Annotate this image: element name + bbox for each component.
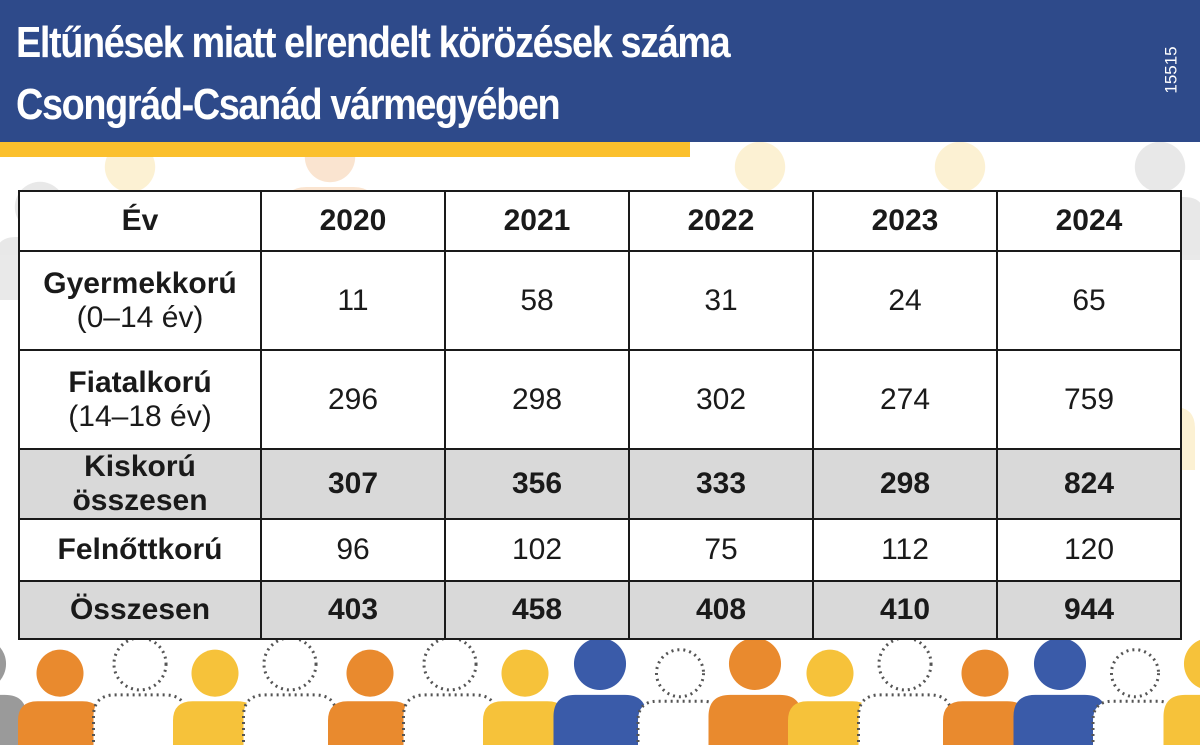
table-cell: 96	[260, 518, 446, 582]
table-cell: 307	[260, 448, 446, 520]
title-underline-bar	[0, 142, 690, 157]
row-label-grand-total: Összesen	[18, 580, 262, 640]
table-cell: 759	[996, 349, 1182, 450]
row-label-minors-total: Kiskorú összesen	[18, 448, 262, 520]
table-cell: 75	[628, 518, 814, 582]
person-silhouette	[328, 649, 412, 745]
table-row-minors-total: Kiskorú összesen 307 356 333 298 824	[18, 448, 1182, 520]
person-silhouette	[483, 649, 567, 745]
row-label-juveniles: Fiatalkorú (14–18 év)	[18, 349, 262, 450]
table-cell: 356	[444, 448, 630, 520]
person-silhouette	[402, 636, 498, 745]
person-silhouette	[1013, 637, 1107, 745]
table-cell: 65	[996, 250, 1182, 351]
person-silhouette	[636, 648, 724, 745]
table-cell: 112	[812, 518, 998, 582]
table-cell: 24	[812, 250, 998, 351]
column-header-2021: 2021	[444, 190, 630, 252]
person-silhouette	[788, 649, 872, 745]
person-silhouette	[18, 649, 102, 745]
column-header-2023: 2023	[812, 190, 998, 252]
table-cell: 11	[260, 250, 446, 351]
table-row-children: Gyermekkorú (0–14 év) 11 58 31 24 65	[18, 250, 1182, 351]
table-row-adults: Felnőttkorú 96 102 75 112 120	[18, 518, 1182, 582]
table-cell: 31	[628, 250, 814, 351]
title-banner: Eltűnések miatt elrendelt körözések szám…	[0, 0, 1200, 142]
chart-title-line-2: Csongrád-Csanád vármegyében	[16, 80, 561, 129]
person-silhouette	[92, 636, 188, 745]
person-silhouette	[1091, 648, 1179, 745]
person-silhouette	[553, 637, 647, 745]
data-table: Év 2020 2021 2022 2023 2024 Gyermekkorú …	[18, 190, 1182, 640]
table-cell: 408	[628, 580, 814, 640]
table-cell: 458	[444, 580, 630, 640]
chart-title-line-1: Eltűnések miatt elrendelt körözések szám…	[16, 18, 731, 67]
column-header-2020: 2020	[260, 190, 446, 252]
data-table-container: Év 2020 2021 2022 2023 2024 Gyermekkorú …	[18, 190, 1182, 640]
table-cell: 410	[812, 580, 998, 640]
column-header-year: Év	[18, 190, 262, 252]
table-cell: 58	[444, 250, 630, 351]
row-label-children-main: Gyermekkorú	[43, 266, 237, 300]
person-silhouette	[242, 636, 338, 745]
table-cell: 298	[444, 349, 630, 450]
table-cell: 298	[812, 448, 998, 520]
person-silhouette	[708, 637, 802, 745]
row-label-juveniles-main: Fiatalkorú	[68, 365, 212, 399]
row-label-juveniles-age: (14–18 év)	[68, 399, 212, 433]
header-row: Év 2020 2021 2022 2023 2024	[18, 190, 1182, 252]
column-header-2024: 2024	[996, 190, 1182, 252]
table-cell: 403	[260, 580, 446, 640]
person-silhouette	[173, 649, 257, 745]
column-header-2022: 2022	[628, 190, 814, 252]
table-cell: 824	[996, 448, 1182, 520]
table-cell: 102	[444, 518, 630, 582]
table-cell: 302	[628, 349, 814, 450]
person-silhouette	[857, 636, 953, 745]
table-cell: 333	[628, 448, 814, 520]
graphic-id-code: 15515	[1161, 46, 1181, 94]
table-cell: 120	[996, 518, 1182, 582]
table-row-grand-total: Összesen 403 458 408 410 944	[18, 580, 1182, 640]
table-cell: 944	[996, 580, 1182, 640]
table-row-juveniles: Fiatalkorú (14–18 év) 296 298 302 274 75…	[18, 349, 1182, 450]
table-cell: 296	[260, 349, 446, 450]
person-silhouette	[1163, 639, 1200, 745]
table-cell: 274	[812, 349, 998, 450]
person-silhouette	[943, 649, 1027, 745]
row-label-adults: Felnőttkorú	[18, 518, 262, 582]
row-label-children: Gyermekkorú (0–14 év)	[18, 250, 262, 351]
row-label-children-age: (0–14 év)	[76, 300, 204, 334]
